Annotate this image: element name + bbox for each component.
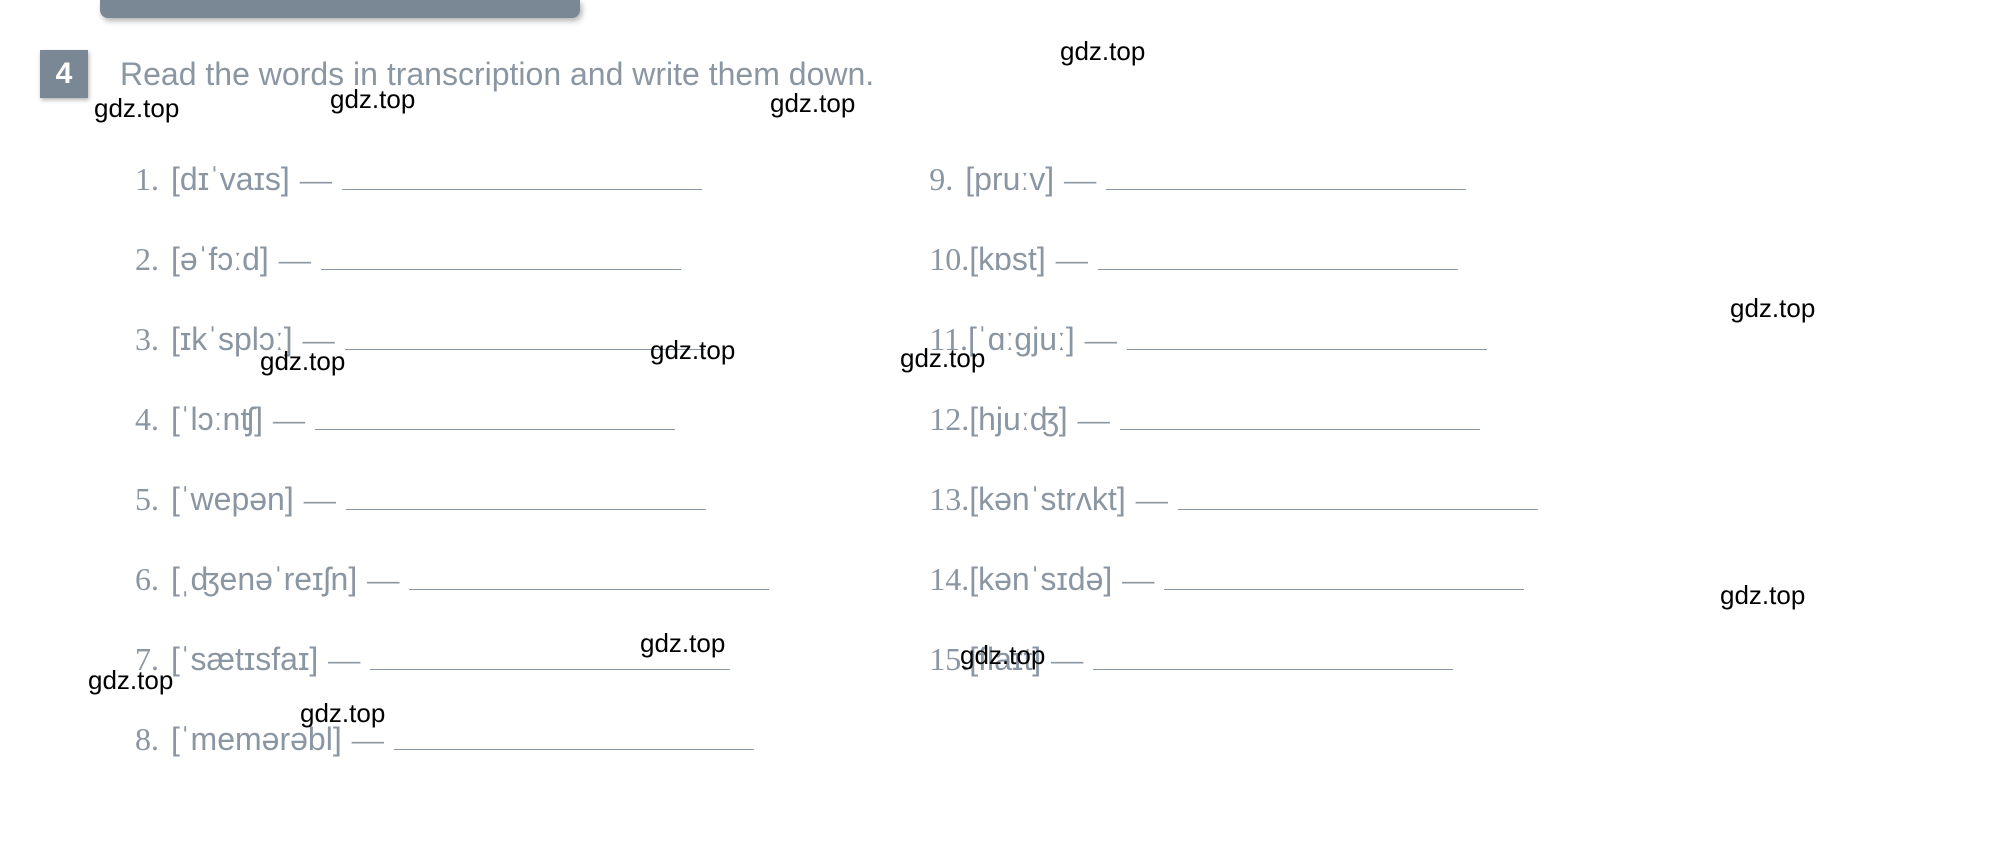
watermark-text: gdz.top	[1060, 36, 1145, 67]
answer-blank[interactable]	[346, 478, 706, 510]
watermark-text: gdz.top	[88, 665, 173, 696]
watermark-text: gdz.top	[960, 640, 1045, 671]
item-number: 10.	[929, 241, 969, 278]
list-item: 5. [ˈwepən] —	[135, 478, 769, 518]
dash-separator: —	[1064, 161, 1096, 198]
list-item: 10. [kɒst] —	[929, 238, 1537, 278]
list-item: 8. [ˈmemərəbl]—	[135, 718, 769, 758]
dash-separator: —	[1078, 401, 1110, 438]
left-column: 1. [dɪˈvaɪs]—2. [əˈfɔːd]—3. [ɪkˈsplɔː]—4…	[135, 158, 769, 758]
dash-separator: —	[304, 481, 336, 518]
transcription-text: [ˈlɔːnʧ]	[171, 401, 263, 438]
transcription-text: [pruːv]	[965, 161, 1054, 198]
item-number: 4.	[135, 401, 171, 438]
exercise-header: 4 Read the words in transcription and wr…	[40, 50, 1963, 98]
transcription-text: [kənˈsɪdə]	[969, 561, 1112, 598]
item-number: 1.	[135, 161, 171, 198]
list-item: 12. [hjuːʤ] —	[929, 398, 1537, 438]
item-number: 12.	[929, 401, 969, 438]
dash-separator: —	[1056, 241, 1088, 278]
exercise-columns: 1. [dɪˈvaɪs]—2. [əˈfɔːd]—3. [ɪkˈsplɔː]—4…	[135, 158, 1963, 758]
dash-separator: —	[367, 561, 399, 598]
dash-separator: —	[1051, 641, 1083, 678]
dash-separator: —	[328, 641, 360, 678]
watermark-text: gdz.top	[1720, 580, 1805, 611]
answer-blank[interactable]	[394, 718, 754, 750]
dash-separator: —	[300, 161, 332, 198]
answer-blank[interactable]	[1178, 478, 1538, 510]
watermark-text: gdz.top	[900, 343, 985, 374]
item-number: 2.	[135, 241, 171, 278]
list-item: 13. [kənˈstrʌkt] —	[929, 478, 1537, 518]
dash-separator: —	[1085, 321, 1117, 358]
watermark-text: gdz.top	[330, 84, 415, 115]
watermark-text: gdz.top	[770, 88, 855, 119]
transcription-text: [kɒst]	[969, 241, 1045, 278]
answer-blank[interactable]	[409, 558, 769, 590]
answer-blank[interactable]	[1093, 638, 1453, 670]
list-item: 14. [kənˈsɪdə] —	[929, 558, 1537, 598]
answer-blank[interactable]	[315, 398, 675, 430]
watermark-text: gdz.top	[650, 335, 735, 366]
list-item: 9. [pruːv] —	[929, 158, 1537, 198]
dash-separator: —	[1122, 561, 1154, 598]
list-item: 11. [ˈɑːgjuː]—	[929, 318, 1537, 358]
answer-blank[interactable]	[342, 158, 702, 190]
watermark-text: gdz.top	[94, 93, 179, 124]
item-number: 9.	[929, 161, 965, 198]
dash-separator: —	[1136, 481, 1168, 518]
watermark-text: gdz.top	[300, 698, 385, 729]
watermark-text: gdz.top	[640, 628, 725, 659]
transcription-text: [dɪˈvaɪs]	[171, 161, 290, 198]
answer-blank[interactable]	[1120, 398, 1480, 430]
transcription-text: [ˈsætɪsfaɪ]	[171, 641, 318, 678]
item-number: 8.	[135, 721, 171, 758]
instruction-text: Read the words in transcription and writ…	[120, 56, 874, 93]
answer-blank[interactable]	[1098, 238, 1458, 270]
watermark-text: gdz.top	[260, 346, 345, 377]
transcription-text: [ˈwepən]	[171, 481, 294, 518]
item-number: 6.	[135, 561, 171, 598]
answer-blank[interactable]	[1106, 158, 1466, 190]
banner-shape	[100, 0, 580, 18]
answer-blank[interactable]	[321, 238, 681, 270]
answer-blank[interactable]	[1164, 558, 1524, 590]
watermark-text: gdz.top	[1730, 293, 1815, 324]
transcription-text: [hjuːʤ]	[969, 401, 1067, 438]
list-item: 4. [ˈlɔːnʧ] —	[135, 398, 769, 438]
transcription-text: [əˈfɔːd]	[171, 241, 269, 278]
dash-separator: —	[273, 401, 305, 438]
transcription-text: [ˌʤenəˈreɪʃn]	[171, 561, 357, 598]
transcription-text: [kənˈstrʌkt]	[969, 481, 1125, 518]
dash-separator: —	[279, 241, 311, 278]
list-item: 2. [əˈfɔːd] —	[135, 238, 769, 278]
item-number: 3.	[135, 321, 171, 358]
answer-blank[interactable]	[1127, 318, 1487, 350]
exercise-number-box: 4	[40, 50, 88, 98]
list-item: 1. [dɪˈvaɪs] —	[135, 158, 769, 198]
item-number: 13.	[929, 481, 969, 518]
list-item: 6. [ˌʤenəˈreɪʃn] —	[135, 558, 769, 598]
item-number: 5.	[135, 481, 171, 518]
item-number: 14.	[929, 561, 969, 598]
